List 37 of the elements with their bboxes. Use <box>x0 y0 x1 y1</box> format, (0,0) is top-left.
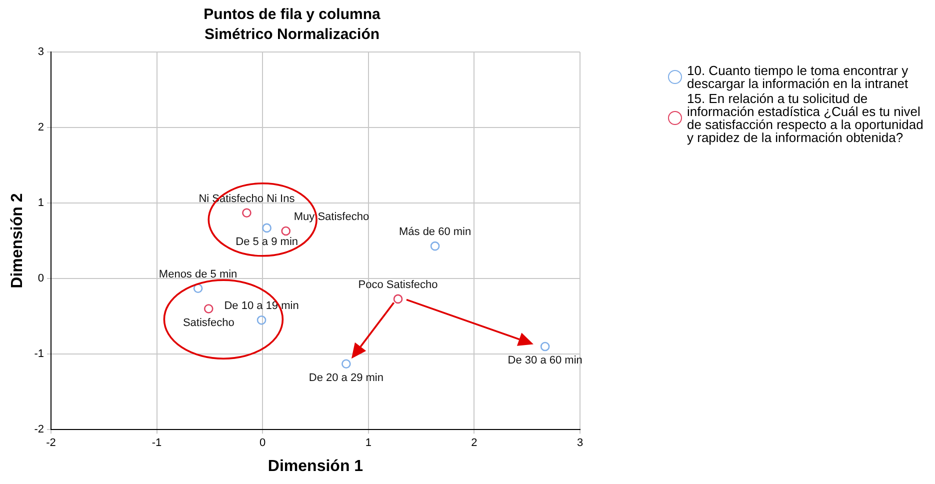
x-tick-label: 3 <box>576 437 584 450</box>
annotation: De 20 a 29 min <box>308 372 384 384</box>
point <box>540 342 550 352</box>
y-tick-label: 2 <box>38 122 44 134</box>
point <box>242 208 252 218</box>
x-axis-title: Dimensión 1 <box>268 458 364 475</box>
annotation: Satisfecho <box>182 316 234 329</box>
annotation: Muy Satisfecho <box>294 211 370 224</box>
annotation: De 5 a 9 min <box>236 236 298 248</box>
y-tick-label: 1 <box>38 197 44 210</box>
annotation: De 10 a 19 min <box>224 300 299 312</box>
point <box>393 294 403 304</box>
chart-title: Puntos de fila y columna <box>204 6 382 24</box>
point <box>204 304 214 314</box>
x-tick-label: 1 <box>365 437 372 450</box>
x-tick-label: -1 <box>152 437 162 450</box>
annotation: De 30 a 60 min <box>508 354 582 367</box>
legend-label: 10. Cuanto tiempo le toma encontrar y descargar la información en la intranet <box>687 63 910 91</box>
point <box>281 226 291 236</box>
annotation: Menos de 5 min <box>158 268 238 280</box>
x-tick-label: 2 <box>471 437 478 450</box>
point <box>256 315 266 325</box>
x-tick-label: 0 <box>260 437 266 450</box>
legend-label: 15. En relación a tu solicitud de información estadística ¿Cuál es tu nivel de satisfacción respecto a la oportunidad y rapidez de la información obtenida? <box>687 91 924 145</box>
annotation: Más de 60 min <box>398 226 472 238</box>
annotation: Poco Satisfecho <box>358 278 438 291</box>
y-tick-label: -2 <box>34 424 44 436</box>
point <box>262 223 272 233</box>
y-tick-label: -1 <box>34 348 44 360</box>
point <box>430 241 440 251</box>
y-axis-title: Dimensión 2 <box>9 193 26 288</box>
y-tick-label: 0 <box>38 272 44 285</box>
point <box>342 359 351 369</box>
x-tick-label: -2 <box>46 437 56 450</box>
y-tick-label: 3 <box>38 46 44 58</box>
chart-subtitle: Simétrico Normalización <box>204 26 380 44</box>
point <box>193 284 203 294</box>
